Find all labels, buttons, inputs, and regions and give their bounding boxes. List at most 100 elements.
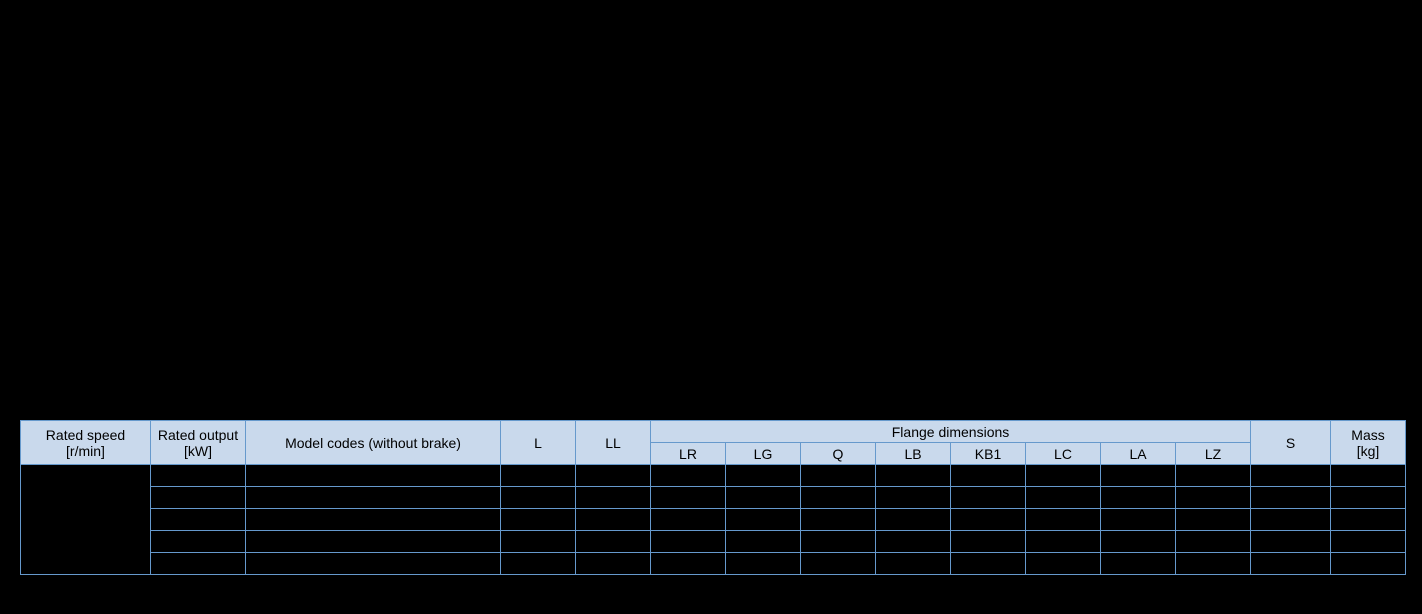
cell-rated-output <box>151 487 246 509</box>
cell-LL <box>576 531 651 553</box>
cell-LL <box>576 487 651 509</box>
cell-LG <box>726 509 801 531</box>
col-LR: LR <box>651 443 726 465</box>
table-row <box>21 553 1406 575</box>
cell-mass <box>1331 553 1406 575</box>
cell-KB1 <box>951 531 1026 553</box>
col-unit: [kg] <box>1357 443 1380 459</box>
table-row <box>21 487 1406 509</box>
cell-S <box>1251 531 1331 553</box>
cell-LZ <box>1176 553 1251 575</box>
cell-rated-output <box>151 531 246 553</box>
col-LC: LC <box>1026 443 1101 465</box>
col-label: Rated output <box>158 427 238 443</box>
col-label: Mass <box>1351 427 1384 443</box>
cell-LC <box>1026 553 1101 575</box>
cell-LG <box>726 531 801 553</box>
cell-LG <box>726 487 801 509</box>
col-KB1: KB1 <box>951 443 1026 465</box>
col-unit: [kW] <box>184 443 212 459</box>
cell-LB <box>876 531 951 553</box>
spec-table: Rated speed [r/min] Rated output [kW] Mo… <box>20 420 1406 575</box>
cell-model <box>246 509 501 531</box>
spec-table-container: Rated speed [r/min] Rated output [kW] Mo… <box>20 420 1402 575</box>
cell-S <box>1251 509 1331 531</box>
cell-LA <box>1101 531 1176 553</box>
cell-LR <box>651 509 726 531</box>
cell-Q <box>801 509 876 531</box>
cell-mass <box>1331 509 1406 531</box>
cell-mass <box>1331 531 1406 553</box>
col-LG: LG <box>726 443 801 465</box>
cell-LR <box>651 465 726 487</box>
cell-LL <box>576 553 651 575</box>
cell-LB <box>876 465 951 487</box>
col-label: Rated speed <box>46 427 125 443</box>
table-header: Rated speed [r/min] Rated output [kW] Mo… <box>21 421 1406 465</box>
table-body <box>21 465 1406 575</box>
cell-LR <box>651 487 726 509</box>
cell-LL <box>576 509 651 531</box>
cell-L <box>501 531 576 553</box>
cell-LB <box>876 553 951 575</box>
table-row <box>21 509 1406 531</box>
cell-LG <box>726 465 801 487</box>
col-group-flange: Flange dimensions <box>651 421 1251 443</box>
cell-KB1 <box>951 509 1026 531</box>
cell-L <box>501 553 576 575</box>
cell-Q <box>801 487 876 509</box>
cell-rated-speed <box>21 465 151 575</box>
cell-Q <box>801 531 876 553</box>
col-mass: Mass [kg] <box>1331 421 1406 465</box>
cell-LZ <box>1176 531 1251 553</box>
cell-KB1 <box>951 553 1026 575</box>
col-LB: LB <box>876 443 951 465</box>
cell-S <box>1251 553 1331 575</box>
cell-S <box>1251 465 1331 487</box>
cell-rated-output <box>151 553 246 575</box>
cell-Q <box>801 553 876 575</box>
col-rated-output: Rated output [kW] <box>151 421 246 465</box>
table-row <box>21 531 1406 553</box>
cell-model <box>246 531 501 553</box>
table-row <box>21 465 1406 487</box>
cell-Q <box>801 465 876 487</box>
cell-LC <box>1026 465 1101 487</box>
col-LL: LL <box>576 421 651 465</box>
cell-L <box>501 509 576 531</box>
cell-L <box>501 465 576 487</box>
cell-LG <box>726 553 801 575</box>
cell-LA <box>1101 509 1176 531</box>
cell-L <box>501 487 576 509</box>
col-Q: Q <box>801 443 876 465</box>
cell-KB1 <box>951 465 1026 487</box>
col-model-codes: Model codes (without brake) <box>246 421 501 465</box>
cell-LB <box>876 509 951 531</box>
cell-LR <box>651 553 726 575</box>
cell-LR <box>651 531 726 553</box>
cell-S <box>1251 487 1331 509</box>
cell-LB <box>876 487 951 509</box>
cell-KB1 <box>951 487 1026 509</box>
cell-mass <box>1331 465 1406 487</box>
cell-rated-output <box>151 509 246 531</box>
col-L: L <box>501 421 576 465</box>
cell-LZ <box>1176 465 1251 487</box>
cell-LA <box>1101 465 1176 487</box>
cell-LZ <box>1176 509 1251 531</box>
cell-LZ <box>1176 487 1251 509</box>
cell-model <box>246 553 501 575</box>
cell-LC <box>1026 509 1101 531</box>
cell-rated-output <box>151 465 246 487</box>
cell-LC <box>1026 531 1101 553</box>
col-S: S <box>1251 421 1331 465</box>
cell-LC <box>1026 487 1101 509</box>
cell-LA <box>1101 487 1176 509</box>
col-rated-speed: Rated speed [r/min] <box>21 421 151 465</box>
cell-mass <box>1331 487 1406 509</box>
cell-model <box>246 487 501 509</box>
col-LA: LA <box>1101 443 1176 465</box>
col-unit: [r/min] <box>66 443 105 459</box>
cell-LL <box>576 465 651 487</box>
cell-LA <box>1101 553 1176 575</box>
